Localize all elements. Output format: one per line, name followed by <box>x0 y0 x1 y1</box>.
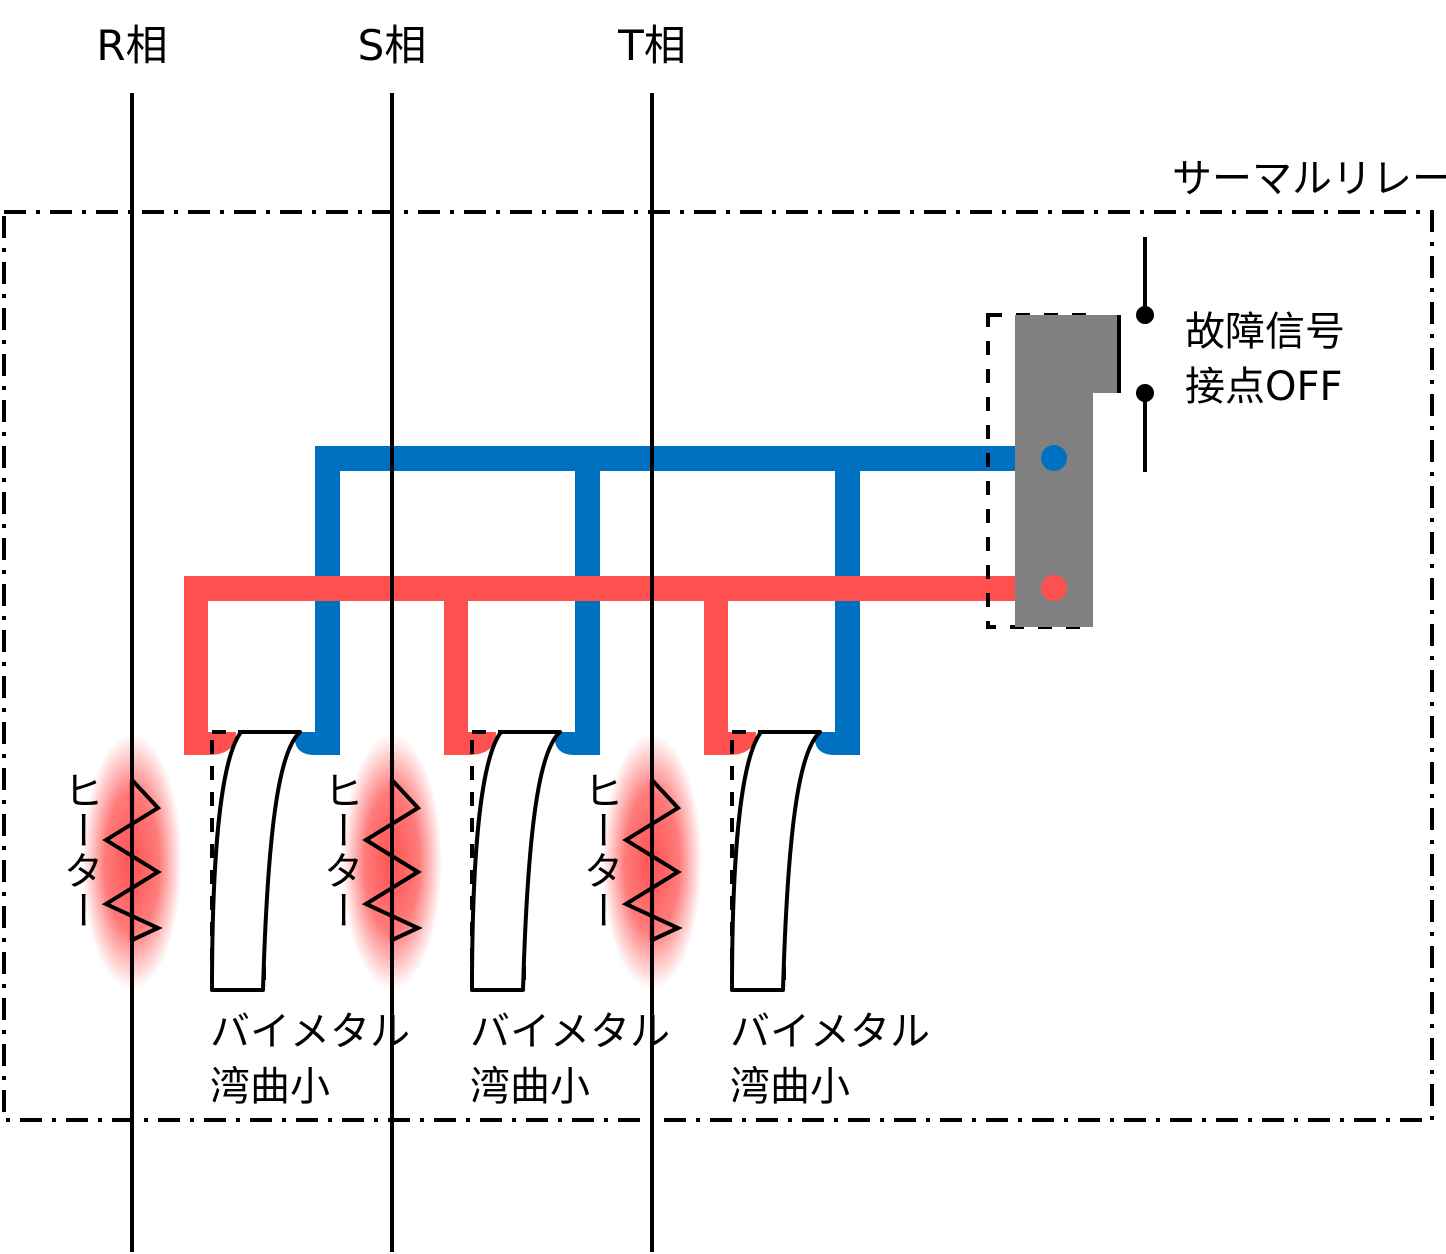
blue-pivot <box>1041 445 1067 471</box>
red-branch <box>444 588 468 755</box>
fault-signal-contact <box>1136 237 1154 472</box>
heater-resistor-icon <box>101 778 163 942</box>
bimetal-label-line1: バイメタル <box>730 1009 930 1055</box>
red-bus <box>184 576 1024 601</box>
bimetal-label-line2: 湾曲小 <box>210 1064 330 1110</box>
heater-label: ヒーター <box>57 770 103 930</box>
red-branch <box>704 588 728 755</box>
bimetal-label-line1: バイメタル <box>210 1009 410 1055</box>
bimetal-original-outline <box>470 730 526 992</box>
relay-title: サーマルリレー <box>1172 156 1446 202</box>
red-branch <box>184 588 208 755</box>
heater-resistor-icon <box>361 778 423 942</box>
blue-bus <box>315 446 1025 471</box>
phase-label: R相 <box>96 21 167 70</box>
bimetal-original-outline <box>730 730 786 992</box>
bimetal-label-line2: 湾曲小 <box>470 1064 590 1110</box>
heater-label: ヒーター <box>577 770 623 930</box>
blue-branch <box>835 458 860 755</box>
bimetal-strip <box>210 730 302 992</box>
phase-label: T相 <box>617 21 686 70</box>
blue-branch <box>315 458 340 755</box>
contact-label-line1: 故障信号 <box>1185 309 1345 355</box>
heater-label: ヒーター <box>317 770 363 930</box>
relay-boundary <box>2 210 1434 1122</box>
contact-label-line2: 接点OFF <box>1185 364 1343 410</box>
phase-label: S相 <box>358 21 427 70</box>
bimetal-label-line2: 湾曲小 <box>730 1064 850 1110</box>
bimetal-strip <box>730 730 822 992</box>
bimetal-strip <box>470 730 562 992</box>
release-lever <box>986 313 1121 629</box>
heater-resistor-icon <box>621 778 683 942</box>
bimetal-label-line1: バイメタル <box>470 1009 670 1055</box>
red-pivot <box>1041 575 1067 601</box>
bimetal-original-outline <box>210 730 266 992</box>
blue-branch <box>575 458 600 755</box>
